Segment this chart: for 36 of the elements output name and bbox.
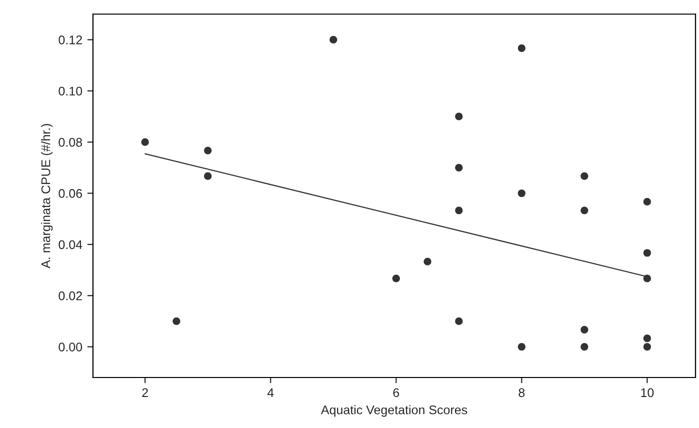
point [172,317,180,325]
point [455,317,463,325]
point [204,172,212,180]
point [518,342,526,351]
point [518,44,526,52]
x-tick-label: 8 [518,388,525,398]
x-tick-label: 2 [142,388,148,397]
point [518,189,526,198]
x-tick-label: 4 [267,388,274,397]
point [643,342,651,351]
point [580,342,588,351]
x-tick-label: 6 [393,388,400,398]
y-axis-title: A. marginata CPUE (#/hr.) [41,124,53,268]
point [643,249,651,257]
y-tick-label: 0.02 [58,291,82,300]
point [643,198,651,206]
point [330,36,338,44]
point [643,334,651,342]
point [580,172,588,180]
point [204,146,212,154]
point [392,274,400,282]
x-tick-label: 10 [641,388,654,398]
y-tick-label: 0.06 [58,189,82,198]
point [455,112,463,120]
point [455,164,463,172]
y-tick-label: 0.12 [58,36,82,44]
y-tick-label: 0.04 [58,240,82,250]
point [424,258,432,266]
point [580,206,588,214]
point [580,326,588,334]
x-axis-title: Aquatic Vegetation Scores [320,405,468,417]
point [455,206,463,214]
y-tick-label: 0.08 [58,138,82,147]
point [141,138,149,146]
y-tick-label: 0.00 [58,342,82,352]
y-tick-label: 0.10 [58,86,82,96]
